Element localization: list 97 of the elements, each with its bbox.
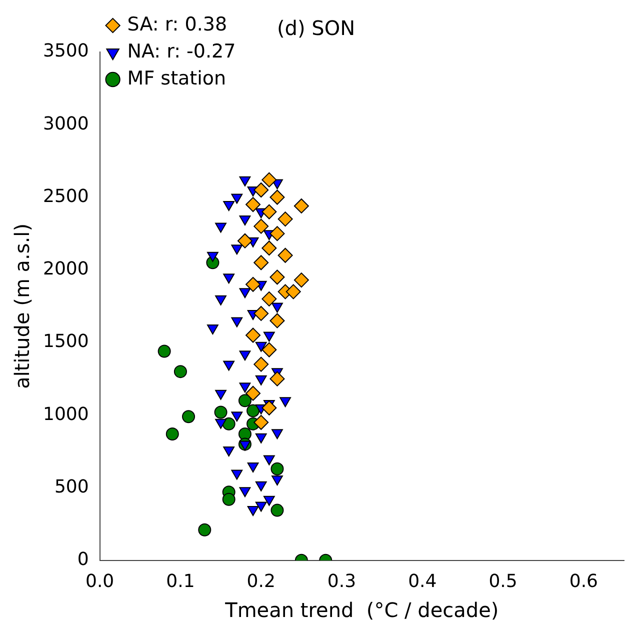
point	[262, 172, 277, 188]
point	[231, 412, 243, 422]
point	[239, 350, 251, 361]
point	[238, 428, 252, 441]
point	[272, 302, 283, 313]
point	[270, 226, 285, 242]
point	[263, 332, 275, 342]
point	[158, 344, 171, 358]
y-tick-label: 2500	[42, 186, 89, 207]
point	[231, 194, 243, 204]
point	[182, 410, 196, 424]
point	[270, 190, 285, 205]
point	[239, 176, 251, 186]
point	[255, 433, 267, 444]
point	[239, 487, 251, 498]
point	[280, 397, 291, 408]
point	[239, 440, 251, 451]
x-tick-label: 0.3	[327, 570, 356, 592]
y-tick-label: 0	[77, 549, 89, 570]
point	[272, 476, 283, 486]
point	[254, 356, 269, 372]
x-tick-label: 0.5	[488, 570, 518, 592]
point	[207, 252, 218, 262]
point	[254, 414, 269, 430]
point	[174, 365, 187, 378]
point	[215, 295, 226, 306]
point	[254, 182, 269, 198]
point	[262, 240, 277, 256]
point	[237, 233, 252, 248]
point	[278, 212, 293, 227]
point	[270, 371, 285, 386]
point	[231, 244, 243, 255]
point	[246, 404, 260, 418]
point	[222, 417, 236, 430]
point	[270, 313, 285, 328]
point	[286, 284, 301, 300]
point	[262, 204, 277, 220]
point	[254, 218, 269, 234]
point	[231, 470, 243, 480]
point	[215, 390, 226, 400]
point	[207, 324, 218, 334]
y-tick-label: 1500	[42, 331, 89, 352]
point	[239, 382, 251, 393]
point	[223, 274, 235, 284]
point	[214, 406, 228, 419]
point	[255, 502, 267, 512]
y-tick-label: 3000	[42, 113, 89, 134]
legend-label: MF station	[127, 67, 226, 90]
point	[255, 342, 267, 352]
point	[231, 317, 243, 328]
legend-label: SA: r: 0.38	[127, 13, 228, 36]
point	[246, 276, 261, 292]
x-tick-label: 0.2	[246, 570, 276, 592]
x-tick-label: 0.1	[166, 570, 195, 592]
x-tick-label: 0.0	[85, 570, 114, 592]
point	[294, 198, 309, 214]
point	[254, 255, 269, 270]
point	[263, 455, 275, 466]
point	[238, 394, 252, 408]
legend-label: NA: r: -0.27	[127, 40, 236, 62]
point	[215, 222, 226, 233]
point	[247, 506, 259, 516]
point	[215, 418, 226, 429]
point	[223, 201, 235, 212]
x-tick-label: 0.6	[569, 570, 598, 592]
point	[166, 428, 179, 441]
point	[270, 462, 284, 476]
point	[263, 496, 275, 506]
y-tick-label: 2000	[42, 258, 89, 280]
point	[254, 306, 269, 321]
point	[239, 288, 251, 298]
y-tick-label: 500	[54, 476, 89, 498]
point	[222, 492, 236, 506]
point	[246, 328, 261, 343]
point	[246, 386, 261, 401]
chart-title: (d) SON	[276, 16, 356, 40]
x-tick-label: 0.4	[408, 570, 437, 592]
point	[247, 462, 259, 472]
point	[255, 375, 267, 386]
point	[294, 272, 309, 288]
point	[255, 481, 267, 492]
y-tick-label: 3500	[42, 40, 89, 62]
point	[198, 523, 212, 536]
point	[270, 270, 285, 285]
y-axis-title: altitude (m a.s.l)	[10, 223, 34, 389]
point	[262, 400, 277, 416]
point	[262, 291, 277, 306]
point	[270, 504, 284, 517]
point	[246, 197, 261, 212]
x-axis-title: Tmean trend (°C / decade)	[224, 598, 499, 622]
point	[223, 360, 235, 371]
point	[223, 446, 235, 457]
point	[272, 429, 283, 440]
y-tick-label: 1000	[42, 404, 89, 425]
point	[262, 342, 277, 358]
point	[278, 248, 293, 263]
point	[239, 216, 251, 226]
